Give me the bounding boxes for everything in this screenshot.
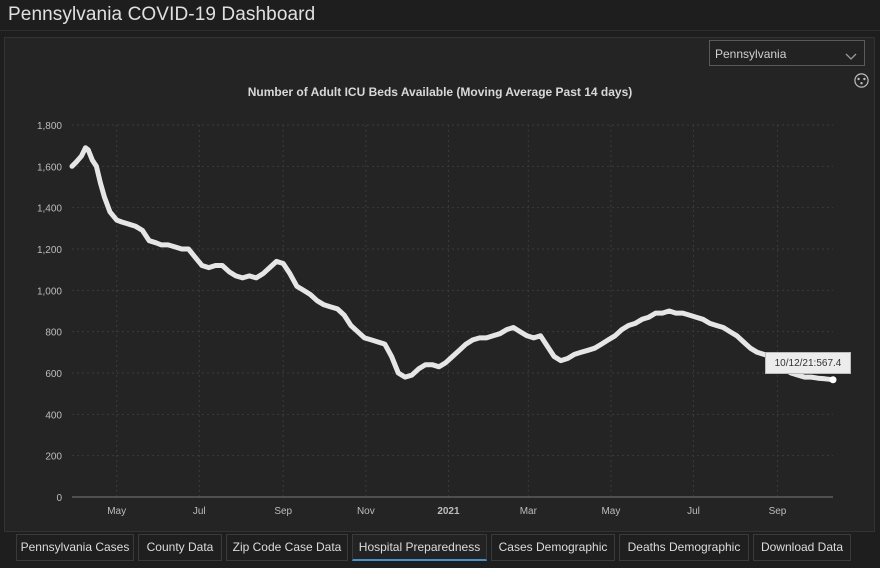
- y-tick-label: 200: [45, 452, 62, 463]
- tab-cases-demographic[interactable]: Cases Demographic: [491, 534, 615, 561]
- x-tick-label: Jul: [687, 506, 700, 517]
- app-header: Pennsylvania COVID-19 Dashboard: [0, 0, 880, 31]
- tab-zip-code-case-data[interactable]: Zip Code Case Data: [226, 534, 348, 561]
- x-tick-label: Sep: [769, 506, 787, 517]
- y-tick-label: 1,800: [37, 121, 62, 132]
- y-tick-label: 600: [45, 369, 62, 380]
- y-tick-label: 400: [45, 410, 62, 421]
- y-tick-label: 1,200: [37, 245, 62, 256]
- tab-hospital-preparedness[interactable]: Hospital Preparedness: [352, 534, 487, 561]
- y-tick-label: 1,000: [37, 286, 62, 297]
- chart-panel: [4, 37, 875, 532]
- x-tick-label: Mar: [520, 506, 538, 517]
- last-point-marker: [829, 376, 837, 384]
- x-tick-label: Jul: [193, 506, 206, 517]
- y-tick-label: 800: [45, 328, 62, 339]
- tab-download-data[interactable]: Download Data: [753, 534, 851, 561]
- chevron-down-icon: [845, 50, 857, 64]
- region-dropdown-value: Pennsylvania: [715, 47, 787, 61]
- tab-county-data[interactable]: County Data: [138, 534, 222, 561]
- x-tick-label: May: [601, 506, 620, 517]
- app-title: Pennsylvania COVID-19 Dashboard: [8, 4, 316, 25]
- y-tick-label: 1,400: [37, 204, 62, 215]
- tab-pennsylvania-cases[interactable]: Pennsylvania Cases: [16, 534, 134, 561]
- data-tooltip: 10/12/21:567.4: [765, 352, 851, 374]
- x-tick-label: Nov: [357, 506, 375, 517]
- chart-options-icon[interactable]: [854, 73, 869, 88]
- tab-bar: Pennsylvania Cases County Data Zip Code …: [0, 534, 880, 568]
- region-dropdown[interactable]: Pennsylvania: [709, 40, 865, 66]
- tab-deaths-demographic[interactable]: Deaths Demographic: [619, 534, 749, 561]
- y-tick-label: 1,600: [37, 162, 62, 173]
- x-tick-label: Sep: [274, 506, 292, 517]
- x-tick-label: 2021: [437, 506, 460, 517]
- icu-beds-chart: 0 200 400 600 800 1,000 1,200 1,400 1,600 1,800 Ma…: [37, 121, 837, 517]
- series-line: [69, 145, 836, 383]
- chart-title: Number of Adult ICU Beds Available (Movi…: [247, 85, 633, 99]
- x-tick-label: May: [107, 506, 126, 517]
- y-tick-label: 0: [56, 493, 62, 504]
